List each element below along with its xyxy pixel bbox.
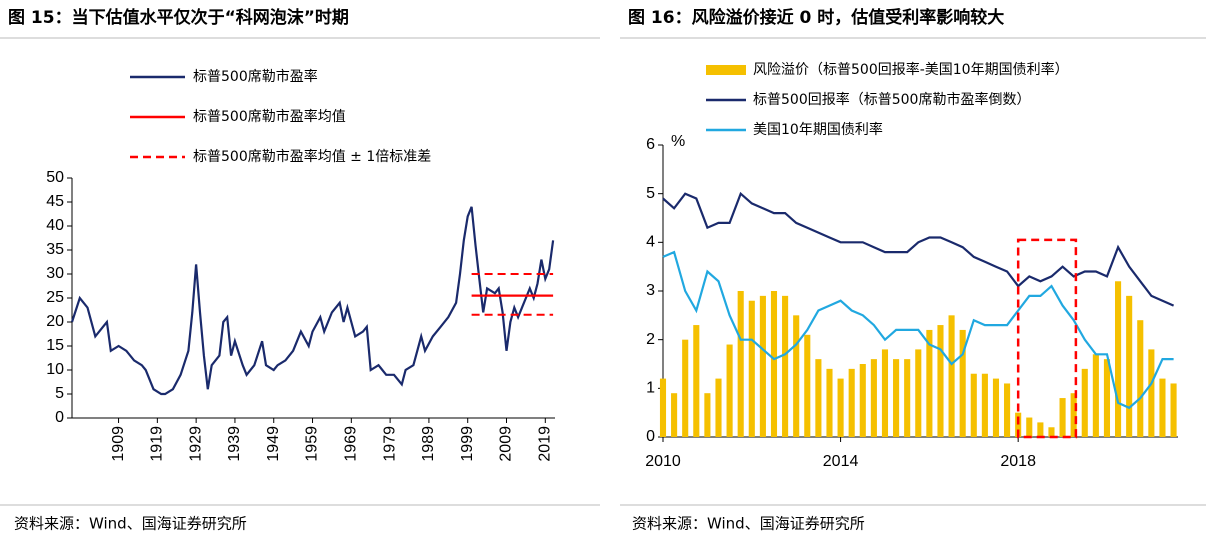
bar	[870, 359, 877, 437]
bar	[770, 291, 778, 437]
legend-label: 美国10年期国债利率	[753, 121, 883, 138]
bar	[1026, 417, 1033, 437]
bar	[671, 393, 678, 437]
x-tick-label: 2019	[537, 426, 554, 462]
x-tick-label: 2010	[645, 453, 681, 470]
bar	[926, 329, 933, 437]
legend-label: 标普500席勒市盈率均值	[193, 108, 346, 125]
x-tick-label: 1989	[420, 426, 437, 462]
bar	[1092, 354, 1099, 437]
bar	[815, 359, 822, 437]
x-tick-label: 1999	[459, 426, 476, 462]
y-tick-label: 0	[55, 409, 64, 426]
bar	[848, 368, 855, 437]
bar	[715, 378, 722, 437]
bar	[1148, 349, 1155, 437]
source: 资料来源：Wind、国海证券研究所	[14, 515, 247, 533]
y-tick-label: 2	[646, 331, 655, 348]
x-tick-label: 1949	[265, 426, 282, 462]
y-tick-label: 20	[46, 313, 64, 330]
bar	[904, 359, 911, 437]
bar	[704, 393, 711, 437]
x-tick-label: 2014	[823, 453, 859, 470]
legend-label: 标普500回报率（标普500席勒市盈率倒数）	[753, 91, 1030, 108]
bar	[915, 349, 922, 437]
x-tick-label: 2009	[498, 426, 515, 462]
y-tick-label: 0	[646, 428, 655, 445]
bar	[959, 329, 966, 437]
x-tick-label: 1979	[381, 426, 398, 462]
chart-title: 图 15：当下估值水平仅次于“科网泡沫”时期	[8, 7, 349, 28]
legend-label: 标普500席勒市盈率	[193, 68, 318, 85]
bar	[759, 295, 766, 437]
bar	[1126, 295, 1133, 437]
bar	[1048, 427, 1055, 437]
x-tick-label: 1919	[149, 426, 166, 462]
bar	[1081, 368, 1088, 437]
bar	[682, 339, 689, 437]
y-tick-label: 10	[46, 361, 64, 378]
bar	[1015, 412, 1022, 437]
y-tick-label: 40	[46, 217, 64, 234]
line	[662, 191, 1175, 307]
bar	[937, 325, 944, 437]
bar	[804, 334, 811, 437]
y-tick-label: 45	[46, 193, 64, 210]
bar	[859, 364, 866, 437]
bar	[1115, 281, 1122, 437]
bar	[737, 291, 744, 437]
bar	[726, 344, 733, 437]
bar	[782, 295, 789, 437]
y-tick-label: 5	[646, 185, 655, 202]
bar	[693, 325, 700, 437]
bar	[992, 378, 1000, 437]
highlight-box	[1016, 238, 1078, 439]
y-tick-label: 3	[646, 282, 655, 299]
y-axis-label: %	[671, 133, 685, 150]
legend-swatch	[706, 65, 746, 75]
bar	[948, 315, 955, 437]
x-tick-label: 1909	[110, 426, 127, 462]
bar	[793, 315, 800, 437]
line	[662, 250, 1174, 410]
bar	[981, 373, 988, 437]
bar	[881, 349, 889, 437]
bar	[659, 378, 667, 437]
bar	[1004, 383, 1011, 437]
bar	[1037, 422, 1044, 437]
line	[70, 206, 555, 396]
bar	[1070, 393, 1077, 437]
bar	[1170, 383, 1177, 437]
y-tick-label: 15	[46, 337, 64, 354]
y-tick-label: 1	[646, 380, 655, 397]
x-tick-label: 1939	[226, 426, 243, 462]
x-tick-label: 1959	[304, 426, 321, 462]
x-tick-label: 1969	[343, 426, 360, 462]
bar	[826, 368, 833, 437]
bar	[837, 378, 844, 437]
legend-label: 风险溢价（标普500回报率-美国10年期国债利率）	[753, 61, 1069, 78]
bar	[748, 300, 755, 437]
y-tick-label: 4	[646, 234, 655, 251]
legend-label: 标普500席勒市盈率均值 ± 1倍标准差	[193, 148, 431, 165]
x-tick-label: 2018	[1000, 453, 1036, 470]
y-tick-label: 6	[646, 136, 655, 153]
source: 资料来源：Wind、国海证券研究所	[632, 515, 865, 533]
y-tick-label: 5	[55, 385, 64, 402]
y-tick-label: 50	[46, 169, 64, 186]
y-tick-label: 30	[46, 265, 64, 282]
chart-title: 图 16：风险溢价接近 0 时，估值受利率影响较大	[628, 7, 1004, 28]
bar	[1059, 398, 1066, 437]
bar	[1159, 378, 1166, 437]
bar	[893, 359, 900, 437]
bar	[970, 373, 977, 437]
bar	[1137, 320, 1144, 437]
bar	[1103, 359, 1111, 437]
y-tick-label: 35	[46, 241, 64, 258]
y-tick-label: 25	[46, 289, 64, 306]
x-tick-label: 1929	[187, 426, 204, 462]
